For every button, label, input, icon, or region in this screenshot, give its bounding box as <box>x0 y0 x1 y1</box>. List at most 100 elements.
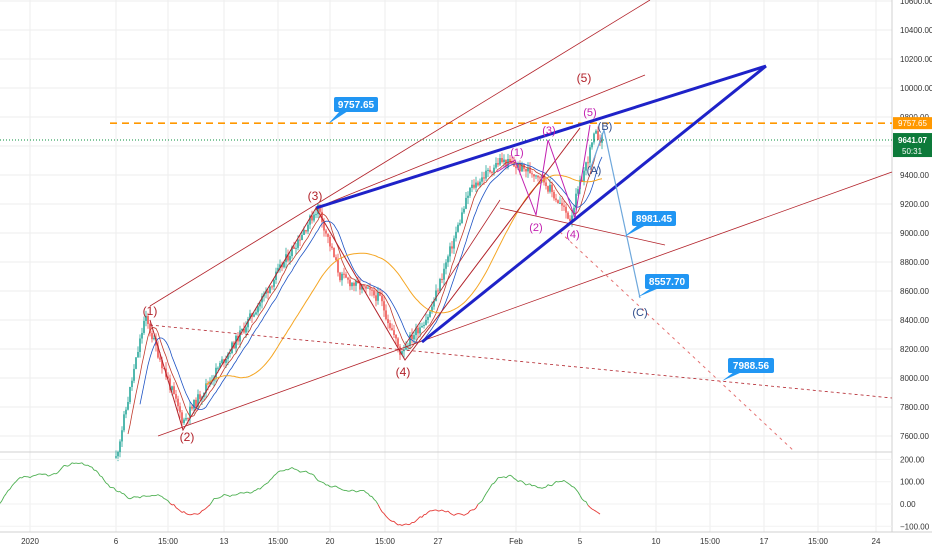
oscillator-axis-tick: −100.00 <box>900 522 930 531</box>
axis-level-text: 9757.65 <box>898 119 927 128</box>
price-axis-tick: 9400.00 <box>900 171 929 180</box>
time-axis-label: 15:00 <box>700 537 721 546</box>
candle-body <box>377 292 379 301</box>
candle-body <box>341 274 343 281</box>
candle-body <box>351 283 353 286</box>
candle-body <box>141 333 143 339</box>
oscillator-segment <box>584 501 586 502</box>
candle-body <box>299 240 301 241</box>
wave-label-red: (5) <box>577 71 592 85</box>
oscillator-segment <box>250 493 252 494</box>
candle-body <box>327 234 329 237</box>
candle-body <box>397 338 399 346</box>
candle-body <box>117 452 119 456</box>
oscillator-axis-tick: 0.00 <box>900 500 916 509</box>
candle-body <box>337 260 339 272</box>
candle-body <box>459 223 461 225</box>
candle-body <box>315 214 317 215</box>
countdown-text: 50:31 <box>902 147 923 156</box>
price-axis-tick: 8800.00 <box>900 258 929 267</box>
candle-body <box>561 203 563 206</box>
time-axis-label: 15:00 <box>268 537 289 546</box>
candle-body <box>257 306 259 312</box>
candle-body <box>547 186 549 192</box>
candle-body <box>531 173 533 174</box>
callout-value: 7988.56 <box>733 361 770 372</box>
candle-body <box>563 206 565 207</box>
candle-body <box>271 286 273 287</box>
candle-body <box>127 402 129 410</box>
oscillator-segment <box>142 496 144 497</box>
oscillator-segment <box>342 490 344 491</box>
candle-body <box>181 412 183 423</box>
time-axis-label: 17 <box>760 537 769 546</box>
candle-body <box>423 325 425 326</box>
oscillator-segment <box>128 498 130 499</box>
price-axis-tick: 10000.00 <box>900 84 932 93</box>
time-axis-label: 2020 <box>21 537 39 546</box>
price-axis-tick: 10600.00 <box>900 0 932 6</box>
callout-value: 9757.65 <box>338 100 375 111</box>
candle-body <box>493 168 495 173</box>
candle-body <box>429 312 431 317</box>
candle-body <box>121 430 123 441</box>
callout-value: 8981.45 <box>636 214 673 225</box>
callout-value: 8557.70 <box>649 277 686 288</box>
oscillator-segment <box>144 496 146 497</box>
price-axis-tick: 7800.00 <box>900 403 929 412</box>
candle-body <box>349 280 351 287</box>
oscillator-segment <box>226 495 228 496</box>
candle-body <box>421 326 423 327</box>
wave-label-red: (2) <box>180 430 195 444</box>
candle-body <box>481 177 483 181</box>
candle-body <box>555 198 557 200</box>
time-axis-label: 15:00 <box>808 537 829 546</box>
candle-body <box>465 198 467 209</box>
wave-label-red: (4) <box>396 365 411 379</box>
candle-body <box>303 230 305 235</box>
candle-body <box>331 246 333 247</box>
candle-body <box>325 231 327 234</box>
oscillator-segment <box>352 490 354 491</box>
candle-body <box>139 339 141 352</box>
candle-body <box>497 163 499 165</box>
candle-body <box>565 207 567 213</box>
wave-label-purple: (2) <box>529 222 542 234</box>
candle-body <box>499 158 501 165</box>
wave-label-corrective: (C) <box>632 307 647 319</box>
candle-body <box>295 248 297 249</box>
candle-body <box>463 209 465 213</box>
time-axis-label: 15:00 <box>158 537 179 546</box>
oscillator-segment <box>304 471 306 472</box>
candle-body <box>159 358 161 360</box>
candle-body <box>477 183 479 186</box>
candle-body <box>449 246 451 256</box>
candle-body <box>539 177 541 178</box>
wave-label-red: (3) <box>308 189 323 203</box>
candle-body <box>549 185 551 192</box>
candle-body <box>293 247 295 249</box>
candle-body <box>495 163 497 168</box>
candle-body <box>245 327 247 332</box>
time-axis-label: 20 <box>326 537 335 546</box>
candle-body <box>535 175 537 176</box>
time-axis-label: 24 <box>872 537 881 546</box>
candle-body <box>185 418 187 420</box>
candle-body <box>443 269 445 280</box>
candle-body <box>125 410 127 415</box>
candle-body <box>367 288 369 289</box>
price-axis-tick: 10400.00 <box>900 26 932 35</box>
candle-body <box>461 212 463 223</box>
time-axis-label: 6 <box>114 537 119 546</box>
time-axis-label: 27 <box>434 537 443 546</box>
time-axis-label: 15:00 <box>375 537 396 546</box>
candle-body <box>329 237 331 247</box>
candle-body <box>557 200 559 203</box>
candle-body <box>123 414 125 430</box>
candle-body <box>503 160 505 162</box>
oscillator-segment <box>404 524 406 525</box>
candle-body <box>343 274 345 275</box>
candle-body <box>335 257 337 260</box>
